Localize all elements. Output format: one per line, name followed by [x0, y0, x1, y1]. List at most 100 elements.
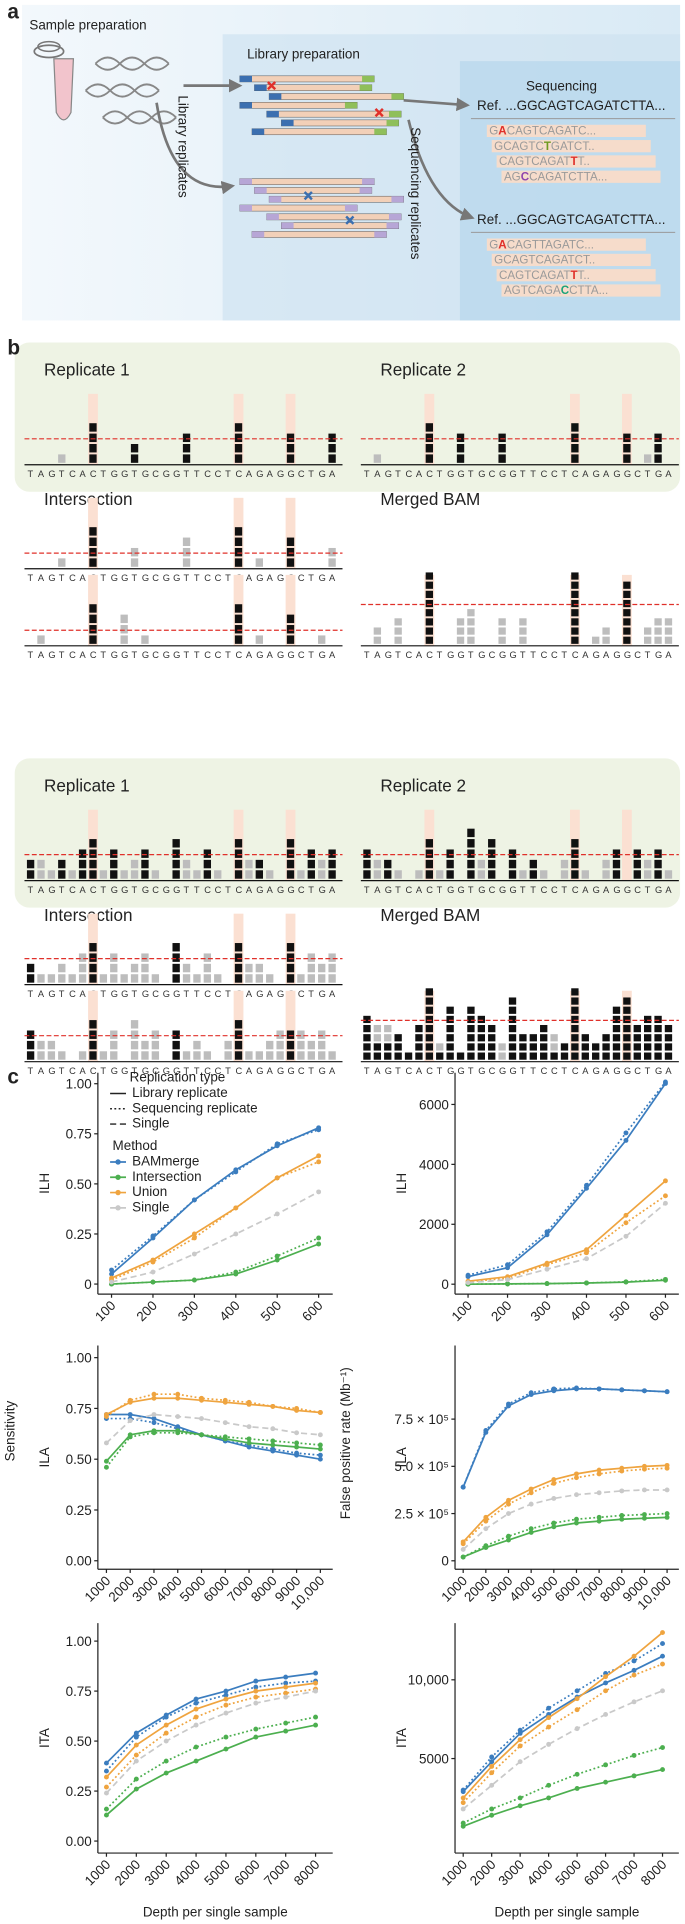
point — [191, 1251, 197, 1257]
read-square — [623, 1015, 631, 1024]
point — [313, 1670, 319, 1676]
error-square — [255, 635, 263, 644]
point — [641, 1487, 647, 1493]
point — [103, 1760, 109, 1766]
read-square — [415, 1024, 423, 1033]
axis-title: ILH — [37, 1173, 52, 1194]
read-part: GCAGTC — [494, 140, 544, 153]
read-square — [26, 859, 35, 869]
error-square — [120, 625, 128, 634]
read-square — [560, 1052, 569, 1060]
panel-title: Merged BAM — [380, 906, 480, 925]
point — [505, 1277, 510, 1283]
adapter — [359, 84, 372, 91]
point — [460, 1484, 466, 1490]
legend-dot — [115, 1205, 121, 1211]
series-line — [111, 1237, 319, 1285]
y-tick-label: 1.00 — [66, 1077, 92, 1092]
error-square — [99, 974, 108, 983]
y-tick-label: 0.50 — [66, 1734, 92, 1749]
point — [574, 1771, 580, 1777]
read-part: T — [570, 269, 577, 282]
point — [223, 1692, 229, 1698]
read-square — [286, 1030, 295, 1039]
series-line — [462, 1655, 663, 1793]
point — [574, 1385, 579, 1391]
point — [528, 1486, 534, 1492]
point — [544, 1281, 550, 1287]
read-square — [286, 635, 295, 644]
point — [253, 1688, 259, 1694]
adapter — [239, 204, 252, 212]
panel-title: Replicate 2 — [380, 776, 466, 795]
read-square — [654, 870, 662, 879]
point — [316, 1153, 322, 1159]
error-square — [373, 1034, 382, 1042]
point — [317, 1446, 323, 1452]
read-square — [571, 1006, 579, 1014]
y-tick-label: 2.5 × 10⁵ — [394, 1506, 449, 1521]
error-square — [245, 963, 253, 973]
error-square — [394, 636, 402, 644]
read-square — [508, 849, 517, 858]
adapter — [239, 178, 252, 185]
error-square — [130, 547, 139, 557]
read-square — [644, 1052, 652, 1060]
error-square — [182, 859, 191, 869]
read-bar — [268, 93, 404, 100]
adapter — [391, 93, 404, 100]
error-square — [78, 953, 87, 962]
adapter — [281, 222, 294, 229]
error-square — [297, 1051, 305, 1060]
read-square — [363, 870, 371, 879]
read-square — [286, 1051, 295, 1060]
read-square — [89, 547, 97, 557]
read-square — [182, 454, 191, 463]
read-square — [26, 963, 35, 973]
point — [641, 1512, 647, 1517]
error-square — [58, 963, 66, 973]
point — [483, 1428, 489, 1433]
x-tick-label: 200 — [134, 1298, 160, 1324]
point — [489, 1782, 495, 1788]
variant-band — [621, 809, 632, 881]
point — [294, 1444, 300, 1450]
read-part: C — [561, 284, 570, 297]
x-tick-label: 500 — [607, 1298, 633, 1324]
point — [506, 1537, 511, 1543]
point — [619, 1513, 625, 1518]
x-tick-label: 400 — [216, 1298, 242, 1324]
point — [460, 1787, 466, 1793]
series-line — [105, 1688, 316, 1788]
point — [489, 1754, 495, 1760]
read-part: AG — [504, 170, 521, 183]
read-square — [654, 1052, 662, 1060]
point — [517, 1795, 523, 1801]
error-square — [47, 870, 56, 879]
error-square — [456, 627, 465, 635]
y-tick-label: 10,000 — [408, 1673, 449, 1688]
point — [103, 1458, 109, 1464]
error-square — [373, 1024, 382, 1033]
read-square — [571, 997, 579, 1005]
read-square — [602, 1034, 610, 1042]
point — [133, 1752, 139, 1758]
error-square — [130, 974, 139, 983]
x-tick-label: 3000 — [495, 1857, 527, 1889]
point — [546, 1782, 552, 1788]
read-square — [255, 870, 263, 879]
x-tick-label: 8000 — [291, 1857, 323, 1889]
read-square — [141, 870, 149, 879]
error-square — [99, 870, 108, 879]
point — [574, 1492, 579, 1498]
read-square — [633, 1024, 641, 1033]
point — [544, 1229, 550, 1235]
x-tick-label: 5000 — [177, 1573, 209, 1605]
point — [623, 1220, 629, 1226]
error-square — [654, 636, 662, 644]
read-square — [425, 609, 434, 617]
read-square — [560, 1043, 569, 1051]
error-square — [193, 974, 201, 983]
read-bg — [496, 155, 656, 168]
point — [109, 1279, 114, 1285]
